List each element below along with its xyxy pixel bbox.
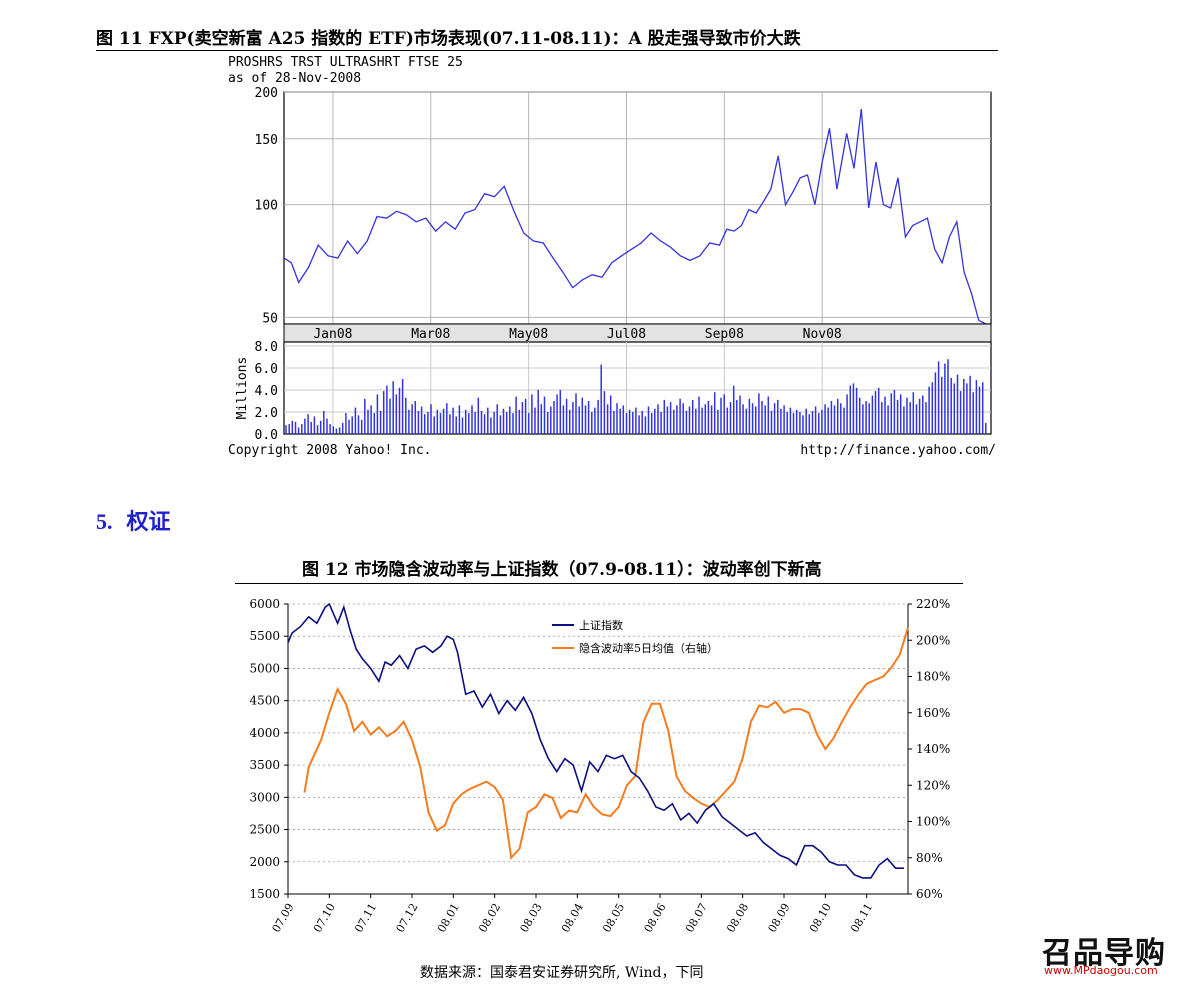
month-tick-label: Mar08 bbox=[411, 327, 450, 342]
x-tick-label: 08.03 bbox=[518, 901, 545, 935]
price-y-tick-label: 100 bbox=[255, 199, 278, 214]
month-axis-labels: Jan08 Mar08 May08 Jul08 Sep08 Nov08 bbox=[313, 327, 841, 342]
price-y-tick-label: 50 bbox=[262, 311, 278, 326]
fxp-price-chart: PROSHRS TRST ULTRASHRT FTSE 25 as of 28-… bbox=[228, 55, 996, 458]
right-tick-label: 200% bbox=[916, 633, 950, 647]
section-title: 权证 bbox=[126, 509, 171, 535]
sh-index-line bbox=[287, 602, 904, 879]
month-tick-label: May08 bbox=[509, 327, 548, 342]
x-tick-label: 08.10 bbox=[807, 901, 834, 935]
chart-header-line1: PROSHRS TRST ULTRASHRT FTSE 25 bbox=[228, 55, 463, 70]
left-tick-label: 3000 bbox=[249, 790, 280, 804]
x-tick-label: 08.01 bbox=[435, 901, 462, 935]
volatility-index-chart: 6000 5500 5000 4500 4000 3500 3000 2500 2000 1500… bbox=[249, 597, 950, 935]
x-axis-labels: 07.09 07.10 07.11 07.12 08.01 08.02 08.03 08.04… bbox=[270, 894, 875, 935]
month-tick-label: Sep08 bbox=[705, 327, 744, 342]
chart-header-line2: as of 28-Nov-2008 bbox=[228, 71, 361, 86]
left-tick-label: 4000 bbox=[249, 726, 280, 740]
price-y-axis: 200 150 100 50 bbox=[255, 86, 278, 326]
watermark-url: www.MPdaogou.com bbox=[1044, 964, 1158, 977]
volume-grid bbox=[284, 342, 991, 434]
right-tick-label: 120% bbox=[916, 778, 950, 792]
x-tick-label: 08.04 bbox=[559, 901, 586, 935]
chart12-grid bbox=[288, 603, 908, 863]
right-tick-label: 220% bbox=[916, 597, 950, 611]
right-tick-label: 80% bbox=[916, 851, 943, 865]
legend-label-implied-vol: 隐含波动率5日均值（右轴） bbox=[579, 641, 718, 655]
left-tick-label: 4500 bbox=[249, 694, 280, 708]
left-tick-label: 6000 bbox=[249, 597, 280, 611]
x-tick-label: 07.10 bbox=[311, 901, 338, 935]
left-tick-label: 5500 bbox=[249, 629, 280, 643]
source-url[interactable]: http://finance.yahoo.com/ bbox=[800, 443, 996, 458]
volume-y-tick-label: 2.0 bbox=[255, 406, 278, 421]
figure-11-title: 图 11 FXP(卖空新富 A25 指数的 ETF)市场表现(07.11-08.… bbox=[96, 29, 801, 49]
x-tick-label: 07.11 bbox=[352, 901, 379, 935]
x-tick-label: 07.09 bbox=[270, 901, 297, 935]
left-tick-label: 3500 bbox=[249, 758, 280, 772]
volume-bars bbox=[285, 359, 987, 434]
price-line bbox=[283, 109, 987, 325]
right-tick-label: 60% bbox=[916, 887, 943, 901]
right-tick-label: 180% bbox=[916, 670, 950, 684]
x-tick-label: 08.05 bbox=[600, 901, 627, 935]
x-tick-label: 08.07 bbox=[683, 901, 710, 935]
section-number: 5. bbox=[96, 509, 113, 534]
figure-11-rule bbox=[96, 50, 998, 51]
x-tick-label: 08.02 bbox=[476, 901, 503, 935]
volume-y-tick-label: 0.0 bbox=[255, 428, 278, 443]
volume-y-tick-label: 4.0 bbox=[255, 384, 278, 399]
copyright-text: Copyright 2008 Yahoo! Inc. bbox=[228, 443, 432, 458]
left-tick-label: 5000 bbox=[249, 661, 280, 675]
month-tick-label: Jan08 bbox=[313, 327, 352, 342]
x-tick-label: 07.12 bbox=[394, 901, 421, 935]
figure-12-rule bbox=[235, 583, 963, 584]
figure-12-title: 图 12 市场隐含波动率与上证指数（07.9-08.11）：波动率创下新高 bbox=[302, 560, 822, 580]
x-tick-label: 08.06 bbox=[642, 901, 669, 935]
legend-label-sh-index: 上证指数 bbox=[579, 618, 623, 632]
source-note: 数据来源：国泰君安证券研究所, Wind，下同 bbox=[420, 965, 704, 981]
left-tick-label: 2000 bbox=[249, 855, 280, 869]
volume-y-tick-label: 8.0 bbox=[255, 340, 278, 355]
left-tick-label: 1500 bbox=[249, 887, 280, 901]
right-tick-label: 140% bbox=[916, 742, 950, 756]
right-tick-label: 160% bbox=[916, 706, 950, 720]
chart12-legend: 上证指数 隐含波动率5日均值（右轴） bbox=[552, 618, 718, 655]
implied-vol-line bbox=[303, 627, 909, 861]
volume-y-tick-label: 6.0 bbox=[255, 362, 278, 377]
right-y-axis: 220% 200% 180% 160% 140% 120% 100% 80% 60% bbox=[908, 597, 950, 901]
watermark-logo: 召品导购 www.MPdaogou.com bbox=[1042, 928, 1172, 984]
month-tick-label: Jul08 bbox=[607, 327, 646, 342]
month-tick-label: Nov08 bbox=[803, 327, 842, 342]
right-tick-label: 100% bbox=[916, 815, 950, 829]
price-y-tick-label: 200 bbox=[255, 86, 278, 101]
watermark-main-text: 召品导购 bbox=[1042, 936, 1166, 971]
volume-panel bbox=[283, 341, 992, 435]
price-grid bbox=[284, 91, 991, 324]
left-tick-label: 2500 bbox=[249, 823, 280, 837]
x-tick-label: 08.08 bbox=[724, 901, 751, 935]
x-tick-label: 08.09 bbox=[766, 901, 793, 935]
price-y-tick-label: 150 bbox=[255, 133, 278, 148]
x-tick-label: 08.11 bbox=[848, 901, 875, 935]
volume-y-axis: 8.0 6.0 4.0 2.0 0.0 bbox=[255, 340, 278, 443]
section-heading: 5. 权证 bbox=[96, 504, 171, 536]
price-panel bbox=[283, 91, 992, 325]
volume-axis-label: Millions bbox=[235, 357, 250, 420]
left-y-axis: 6000 5500 5000 4500 4000 3500 3000 2500 2000 1500 bbox=[249, 597, 288, 901]
